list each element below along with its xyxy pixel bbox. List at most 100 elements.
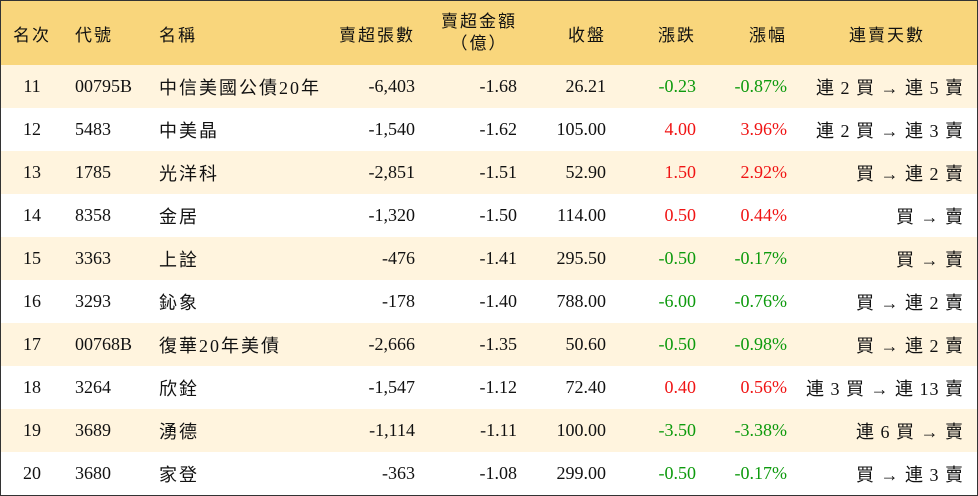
code-cell: 3363 [75,248,111,268]
streak-cell: 買 → 連 2 賣 [856,163,964,184]
sell-volume-cell: -2,666 [368,334,416,354]
table-body: 11 00795B 中信美國公債20年 -6,403 -1.68 26.21 -0.23 -0… [1,65,977,495]
name-cell: 上詮 [159,249,199,270]
close-cell: 299.00 [556,463,607,483]
close-cell: 114.00 [557,205,606,225]
name-cell: 中信美國公債20年 [159,77,321,98]
sell-volume-cell: -476 [382,248,415,268]
sell-volume-cell: -1,114 [369,420,415,440]
header-sell-amount: 賣超金額 （億） [425,1,527,65]
close-cell: 72.40 [565,377,607,397]
close-cell: 105.00 [556,119,607,139]
change-cell: 4.00 [664,119,697,139]
sell-volume-cell: -6,403 [368,76,416,96]
streak-cell: 連 2 買 → 連 5 賣 [816,77,964,98]
streak-cell: 連 3 買 → 連 13 賣 [806,378,964,399]
change-cell: 1.50 [664,162,697,182]
table-row: 19 3689 湧德 -1,114 -1.11 100.00 -3.50 -3.38% 連 6 … [1,409,977,452]
change-cell: -0.50 [658,334,697,354]
name-cell: 復華20年美債 [159,335,281,356]
header-sell-amount-label: 賣超金額 [441,12,517,31]
change-pct-cell: 0.44% [740,205,788,225]
table-row: 11 00795B 中信美國公債20年 -6,403 -1.68 26.21 -0.23 -0… [1,65,977,108]
header-change: 漲跌 [658,25,696,45]
code-cell: 3264 [75,377,111,397]
change-cell: 0.40 [664,377,697,397]
streak-cell: 買 → 連 2 賣 [856,335,964,356]
streak-cell: 買 → 連 3 賣 [856,464,964,485]
header-change-pct: 漲幅 [749,25,787,45]
code-cell: 3293 [75,291,111,311]
header-sell-amount-unit: （億） [450,34,508,53]
header-code: 代號 [75,25,113,45]
table-header: 名次 代號 名稱 賣超張數 賣超金額 （億） 收盤 漲跌 漲幅 連賣天數 [1,1,977,65]
name-cell: 金居 [159,206,199,227]
code-cell: 1785 [75,162,111,182]
close-cell: 52.90 [565,162,607,182]
rank-cell: 20 [23,463,41,483]
sell-amount-cell: -1.12 [479,377,518,397]
change-pct-cell: -0.17% [734,463,788,483]
sell-amount-cell: -1.68 [479,76,518,96]
change-pct-cell: -0.17% [734,248,788,268]
change-pct-cell: -0.76% [734,291,788,311]
table-row: 13 1785 光洋科 -2,851 -1.51 52.90 1.50 2.92% 買 → 連 … [1,151,977,194]
header-sell-amount-stack: 賣超金額 （億） [441,11,517,55]
header-close: 收盤 [568,25,606,45]
code-cell: 5483 [75,119,111,139]
rank-cell: 16 [23,291,41,311]
streak-cell: 買 → 賣 [896,249,964,270]
rank-cell: 17 [23,334,41,354]
name-cell: 湧德 [159,421,199,442]
change-pct-cell: -0.98% [734,334,788,354]
sell-amount-cell: -1.62 [479,119,518,139]
sell-amount-cell: -1.11 [480,420,517,440]
table-row: 15 3363 上詮 -476 -1.41 295.50 -0.50 -0.17% 買 → 賣 [1,237,977,280]
table-row: 12 5483 中美晶 -1,540 -1.62 105.00 4.00 3.96% 連 2 買… [1,108,977,151]
table-row: 14 8358 金居 -1,320 -1.50 114.00 0.50 0.44% 買 → 賣 [1,194,977,237]
sell-amount-cell: -1.35 [479,334,518,354]
change-pct-cell: 3.96% [740,119,788,139]
streak-cell: 買 → 連 2 賣 [856,292,964,313]
table-row: 20 3680 家登 -363 -1.08 299.00 -0.50 -0.17% 買 → 連 … [1,452,977,495]
close-cell: 100.00 [556,420,607,440]
sell-amount-cell: -1.40 [479,291,518,311]
rank-cell: 18 [23,377,41,397]
change-cell: -0.23 [658,76,697,96]
table-row: 16 3293 鈊象 -178 -1.40 788.00 -6.00 -0.76% 買 → 連 … [1,280,977,323]
header-streak: 連賣天數 [849,25,925,45]
header-rank: 名次 [13,25,51,45]
change-cell: 0.50 [664,205,697,225]
name-cell: 中美晶 [159,120,219,141]
streak-cell: 買 → 賣 [896,206,964,227]
change-cell: -3.50 [658,420,697,440]
sell-amount-cell: -1.41 [479,248,518,268]
header-name: 名稱 [159,25,197,45]
code-cell: 8358 [75,205,111,225]
name-cell: 鈊象 [159,292,199,313]
sell-volume-cell: -1,320 [368,205,416,225]
table-row: 18 3264 欣銓 -1,547 -1.12 72.40 0.40 0.56% 連 3 買 →… [1,366,977,409]
sell-volume-cell: -1,540 [368,119,416,139]
streak-cell: 連 2 買 → 連 3 賣 [816,120,964,141]
name-cell: 家登 [159,464,199,485]
rank-cell: 14 [23,205,41,225]
sell-amount-cell: -1.50 [479,205,518,225]
change-pct-cell: -0.87% [734,76,788,96]
close-cell: 788.00 [556,291,607,311]
sell-volume-cell: -2,851 [368,162,416,182]
rank-cell: 12 [23,119,41,139]
change-cell: -0.50 [658,463,697,483]
name-cell: 欣銓 [159,378,199,399]
close-cell: 295.50 [556,248,607,268]
close-cell: 50.60 [565,334,607,354]
code-cell: 3689 [75,420,111,440]
rank-cell: 15 [23,248,41,268]
sell-volume-cell: -178 [382,291,415,311]
change-pct-cell: -3.38% [734,420,788,440]
code-cell: 00795B [75,76,133,96]
rank-cell: 13 [23,162,41,182]
rank-cell: 19 [23,420,41,440]
change-pct-cell: 0.56% [740,377,788,397]
